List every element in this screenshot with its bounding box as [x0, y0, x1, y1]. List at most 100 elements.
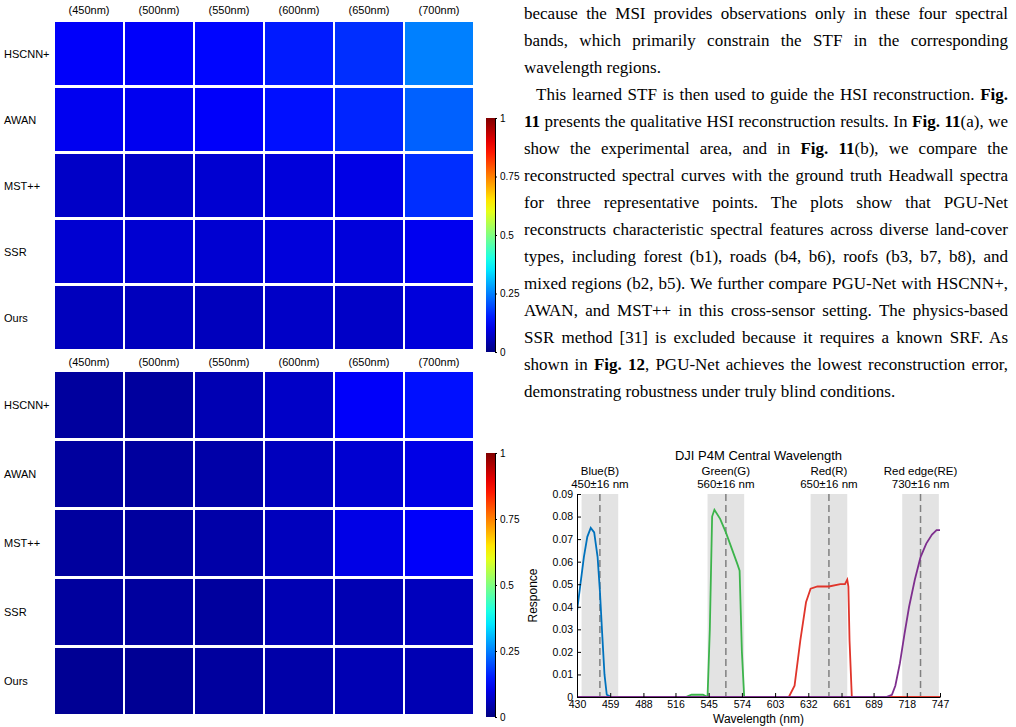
- colorbar-tick-mark: [495, 519, 497, 520]
- colorbar-tick-label: 0.75: [500, 171, 520, 182]
- x-tick-mark: [907, 693, 908, 697]
- colorbar-tick: 1: [495, 113, 506, 124]
- y-tick-mark: [577, 697, 581, 698]
- text-run: This learned STF is then used to guide t…: [536, 85, 980, 104]
- colorbar-tick: 0.25: [495, 288, 520, 299]
- colorbar-axis: 00.250.50.751: [495, 113, 520, 358]
- colorbar-tick-mark: [495, 453, 497, 454]
- error-cell: [335, 286, 403, 349]
- error-cell: [405, 510, 473, 576]
- y-tick-label: 0.05: [553, 578, 574, 590]
- error-cell: [125, 220, 193, 283]
- x-tick-label: 603: [767, 698, 785, 710]
- y-tick-mark: [577, 494, 581, 495]
- x-tick: 545: [700, 693, 718, 710]
- row-label: MST++: [4, 537, 40, 549]
- error-cell: [405, 220, 473, 283]
- error-cell: [335, 154, 403, 217]
- y-tick-mark: [577, 517, 581, 518]
- y-tick: 0.01: [553, 668, 581, 680]
- y-tick-mark: [577, 652, 581, 653]
- x-tick-label: 747: [932, 698, 950, 710]
- y-tick-label: 0.09: [553, 488, 574, 500]
- colorbar-tick: 0.75: [495, 171, 520, 182]
- y-axis-line: [577, 495, 578, 698]
- column-header: (550nm): [209, 356, 250, 368]
- colorbar-tick: 0.5: [495, 230, 514, 241]
- error-cell: [265, 88, 333, 151]
- colorbar-tick-mark: [495, 177, 497, 178]
- y-tick-label: 0.07: [553, 533, 574, 545]
- y-tick-label: 0: [567, 691, 573, 703]
- column-header: (500nm): [139, 4, 180, 16]
- error-cell: [125, 154, 193, 217]
- band-center-line: [828, 494, 830, 697]
- column-header: (700nm): [419, 356, 460, 368]
- response-curve: [577, 530, 940, 697]
- band-name: Green(G): [702, 465, 751, 477]
- column-header: (650nm): [349, 356, 390, 368]
- band-label: 560±16 nm: [697, 478, 754, 490]
- error-cell: [195, 441, 263, 507]
- error-cell: [195, 510, 263, 576]
- error-cell: [265, 372, 333, 438]
- error-cell: [405, 88, 473, 151]
- colorbar-tick-label: 1: [500, 448, 506, 459]
- y-tick-mark: [577, 674, 581, 675]
- paragraph: This learned STF is then used to guide t…: [524, 81, 1008, 405]
- error-cell: [55, 648, 123, 714]
- figure-reference: Fig. 12: [594, 355, 645, 374]
- colorbar-tick: 1: [495, 448, 506, 459]
- x-tick-label: 574: [734, 698, 752, 710]
- column-header: (550nm): [209, 4, 250, 16]
- error-cell: [195, 220, 263, 283]
- error-map-panel: (450nm)(500nm)(550nm)(600nm)(650nm)(700n…: [4, 356, 520, 723]
- error-cell: [335, 220, 403, 283]
- colorbar-tick-mark: [495, 585, 497, 586]
- y-tick-mark: [577, 562, 581, 563]
- band-shade: [811, 494, 848, 697]
- spectral-chart: DJI P4M Central WavelengthBlue(B)Green(G…: [526, 448, 957, 726]
- error-cell: [265, 154, 333, 217]
- row-label: AWAN: [4, 114, 36, 126]
- paragraph: because the MSI provides observations on…: [524, 0, 1008, 81]
- x-tick-label: 545: [700, 698, 718, 710]
- error-cell: [195, 154, 263, 217]
- row-label: Ours: [4, 312, 28, 324]
- error-cell: [125, 648, 193, 714]
- y-tick: 0.07: [553, 533, 581, 545]
- x-axis-title: Wavelength (nm): [713, 712, 804, 726]
- error-cell: [265, 286, 333, 349]
- error-cell: [405, 648, 473, 714]
- text-run: (b), we compare the reconstructed spectr…: [524, 139, 1008, 374]
- error-cell: [55, 510, 123, 576]
- y-tick-label: 0.06: [553, 556, 574, 568]
- figure-reference: Fig. 11: [912, 112, 960, 131]
- error-cell: [55, 286, 123, 349]
- error-cell: [265, 510, 333, 576]
- x-tick: 459: [602, 693, 620, 710]
- colorbar-tick-label: 0: [500, 712, 506, 723]
- band-center-line: [920, 494, 922, 697]
- error-cell: [125, 579, 193, 645]
- row-label: SSR: [4, 606, 27, 618]
- response-curve: [577, 510, 940, 697]
- error-cell: [405, 154, 473, 217]
- y-tick-mark: [577, 607, 581, 608]
- error-cell: [55, 220, 123, 283]
- error-cell: [335, 22, 403, 85]
- error-cell: [125, 88, 193, 151]
- x-axis: 430459488516545574603632661689718747: [569, 693, 950, 710]
- response-curve: [577, 580, 940, 697]
- x-tick-label: 516: [667, 698, 685, 710]
- colorbar: [486, 453, 495, 717]
- x-tick-label: 661: [833, 698, 851, 710]
- chart-title: DJI P4M Central Wavelength: [675, 448, 842, 463]
- x-tick-mark: [808, 693, 809, 697]
- y-axis-title: Responce: [526, 568, 540, 622]
- error-cell: [125, 22, 193, 85]
- text-run: because the MSI provides observations on…: [524, 4, 1008, 77]
- error-cell: [265, 579, 333, 645]
- y-tick: 0.03: [553, 623, 581, 635]
- error-cell: [55, 22, 123, 85]
